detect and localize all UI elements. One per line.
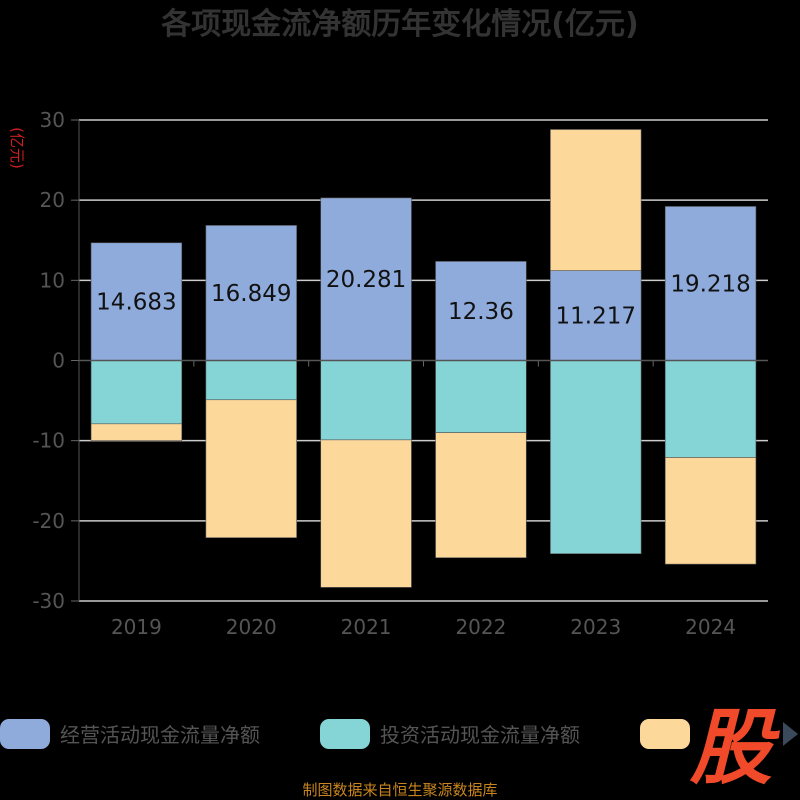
- chart-title: 各项现金流净额历年变化情况(亿元): [160, 7, 638, 42]
- x-tick-label: 2023: [570, 615, 621, 639]
- x-tick-label: 2020: [226, 615, 277, 639]
- y-tick-label: -10: [32, 429, 65, 453]
- data-label-2024: 19.218: [670, 271, 750, 297]
- bar-2020-series-3: [205, 399, 297, 538]
- logo-watermark: 股: [689, 701, 798, 796]
- y-tick-label: 30: [40, 108, 65, 132]
- bar-2019-series-3: [90, 423, 183, 441]
- bar-2024-series-1: [664, 206, 757, 361]
- axes: -30 -20 -10 0 10 20 30 2019 2020 2021 2022 2023 2024: [32, 108, 768, 639]
- bar-2024-series-2: [664, 360, 757, 458]
- y-tick-label: 10: [40, 268, 65, 292]
- legend[interactable]: 经营活动现金流量净额 投资活动现金流量净额: [0, 719, 690, 749]
- bar-2022-series-1: [435, 261, 527, 361]
- y-tick-label: -20: [32, 509, 65, 533]
- x-tick-label: 2019: [111, 615, 162, 639]
- data-label-2023: 11.217: [556, 304, 636, 330]
- logo-glyph: 股: [689, 701, 780, 796]
- legend-swatch-2[interactable]: [320, 719, 370, 749]
- legend-next-arrow-icon[interactable]: [783, 722, 798, 746]
- x-tick-label: 2022: [455, 615, 506, 639]
- bar-2023-series-2: [550, 360, 642, 555]
- bar-2021-series-3: [320, 439, 412, 588]
- gridlines: [79, 119, 768, 602]
- y-axis-unit: (亿元): [8, 127, 26, 169]
- bars: [90, 129, 757, 588]
- data-source-note: 制图数据来自恒生聚源数据库: [302, 781, 497, 799]
- data-labels: 14.683 16.849 20.281 12.36 11.217 19.218: [96, 267, 751, 329]
- data-label-2020: 16.849: [211, 281, 291, 307]
- x-tick-label: 2024: [685, 615, 736, 639]
- data-label-2022: 12.36: [448, 299, 514, 325]
- bar-2023-series-3: [550, 129, 642, 271]
- bar-2019-series-2: [90, 360, 183, 425]
- bar-2019-series-1: [90, 242, 183, 361]
- x-tick-label: 2021: [341, 615, 392, 639]
- legend-swatch-1[interactable]: [0, 719, 50, 749]
- y-tick-label: 20: [40, 188, 65, 212]
- bar-2022-series-2: [435, 360, 527, 433]
- data-label-2019: 14.683: [96, 290, 176, 316]
- bar-2020-series-1: [205, 225, 297, 361]
- bar-2021-series-1: [320, 197, 412, 361]
- legend-swatch-3[interactable]: [640, 719, 690, 749]
- bar-2023-series-1: [550, 270, 642, 361]
- data-label-2021: 20.281: [326, 267, 406, 293]
- legend-label-1[interactable]: 经营活动现金流量净额: [60, 723, 260, 747]
- y-tick-label: 0: [52, 349, 65, 373]
- y-tick-label: -30: [32, 589, 65, 613]
- legend-label-2[interactable]: 投资活动现金流量净额: [380, 723, 580, 747]
- bar-2020-series-2: [205, 360, 297, 401]
- bar-2021-series-2: [320, 360, 412, 441]
- bar-2024-series-3: [664, 457, 757, 565]
- bar-2022-series-3: [435, 432, 527, 559]
